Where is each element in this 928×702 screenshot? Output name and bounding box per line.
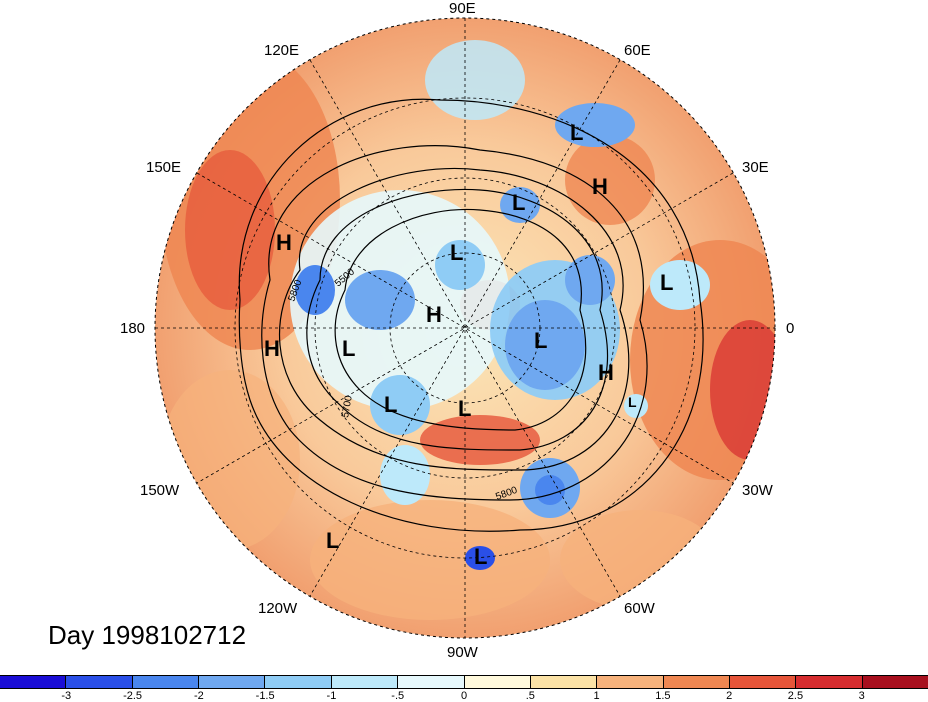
colorbar-box [265,676,332,688]
graticule [155,18,775,638]
low-pressure-marker: L [342,336,356,361]
colorbar-box [464,676,531,688]
low-pressure-marker: L [474,544,488,569]
colorbar-box [862,676,928,688]
colorbar-box [597,676,664,688]
lon-label-30w: 30W [742,482,773,499]
colorbar-tick-label: -2.5 [123,690,143,702]
lon-label-60w: 60W [624,600,655,617]
high-pressure-marker: H [276,230,292,255]
lon-label-120e: 120E [264,42,300,59]
contour-label: 5700 [340,394,355,418]
lon-label-150w: 150W [140,482,180,499]
colorbar-tick-label: .5 [525,690,535,702]
high-pressure-marker: H [264,336,280,361]
colorbar-box [132,676,200,688]
low-pressure-marker: L [450,240,464,265]
low-pressure-marker: L [570,120,584,145]
high-pressure-marker: H [426,302,442,327]
low-pressure-marker: L [660,270,674,295]
colorbar-tick-label: 1 [593,690,600,702]
colorbar-box [530,676,598,688]
low-pressure-marker: L [534,328,548,353]
lon-label-180: 180 [120,320,146,337]
colorbar-box [0,676,67,688]
lon-label-30e: 30E [742,159,769,176]
map-boundary [154,17,776,639]
colorbar-tick-label: 2 [726,690,733,702]
anomaly-field [155,18,775,638]
polar-stereographic-map: 5500 5800 5700 5800 [154,17,776,639]
high-pressure-marker: H [592,174,608,199]
lon-label-0: 0 [786,320,795,337]
colorbar-tick-label: 1.5 [655,690,671,702]
colorbar [0,675,928,689]
lon-label-60e: 60E [624,42,651,59]
lon-label-90e: 90E [449,0,476,17]
date-label: Day 1998102712 [48,620,247,650]
colorbar-box [398,676,465,688]
colorbar-box [729,676,797,688]
colorbar-box [66,676,133,688]
colorbar-tick-label: 3 [858,690,865,702]
high-pressure-marker: H [598,360,614,385]
colorbar-box [663,676,730,688]
colorbar-box [331,676,399,688]
colorbar-box [199,676,266,688]
lon-label-150e: 150E [146,159,182,176]
colorbar-box [796,676,863,688]
colorbar-tick-label: -2 [193,690,204,702]
low-pressure-marker: L [384,392,398,417]
colorbar-tick-label: 2.5 [787,690,804,702]
colorbar-tick-label: -1 [326,690,337,702]
lon-label-90w: 90W [447,644,478,661]
colorbar-tick-label: -3 [61,690,72,702]
low-pressure-marker: L [458,396,472,421]
colorbar-tick-label: -.5 [391,690,405,702]
geopotential-contours [238,98,704,532]
colorbar-tick-label: -1.5 [255,690,275,702]
low-pressure-marker: L [628,394,637,410]
lon-label-120w: 120W [258,600,298,617]
low-pressure-marker: L [512,190,526,215]
low-pressure-marker: L [326,528,340,553]
colorbar-tick-label: 0 [460,690,468,702]
